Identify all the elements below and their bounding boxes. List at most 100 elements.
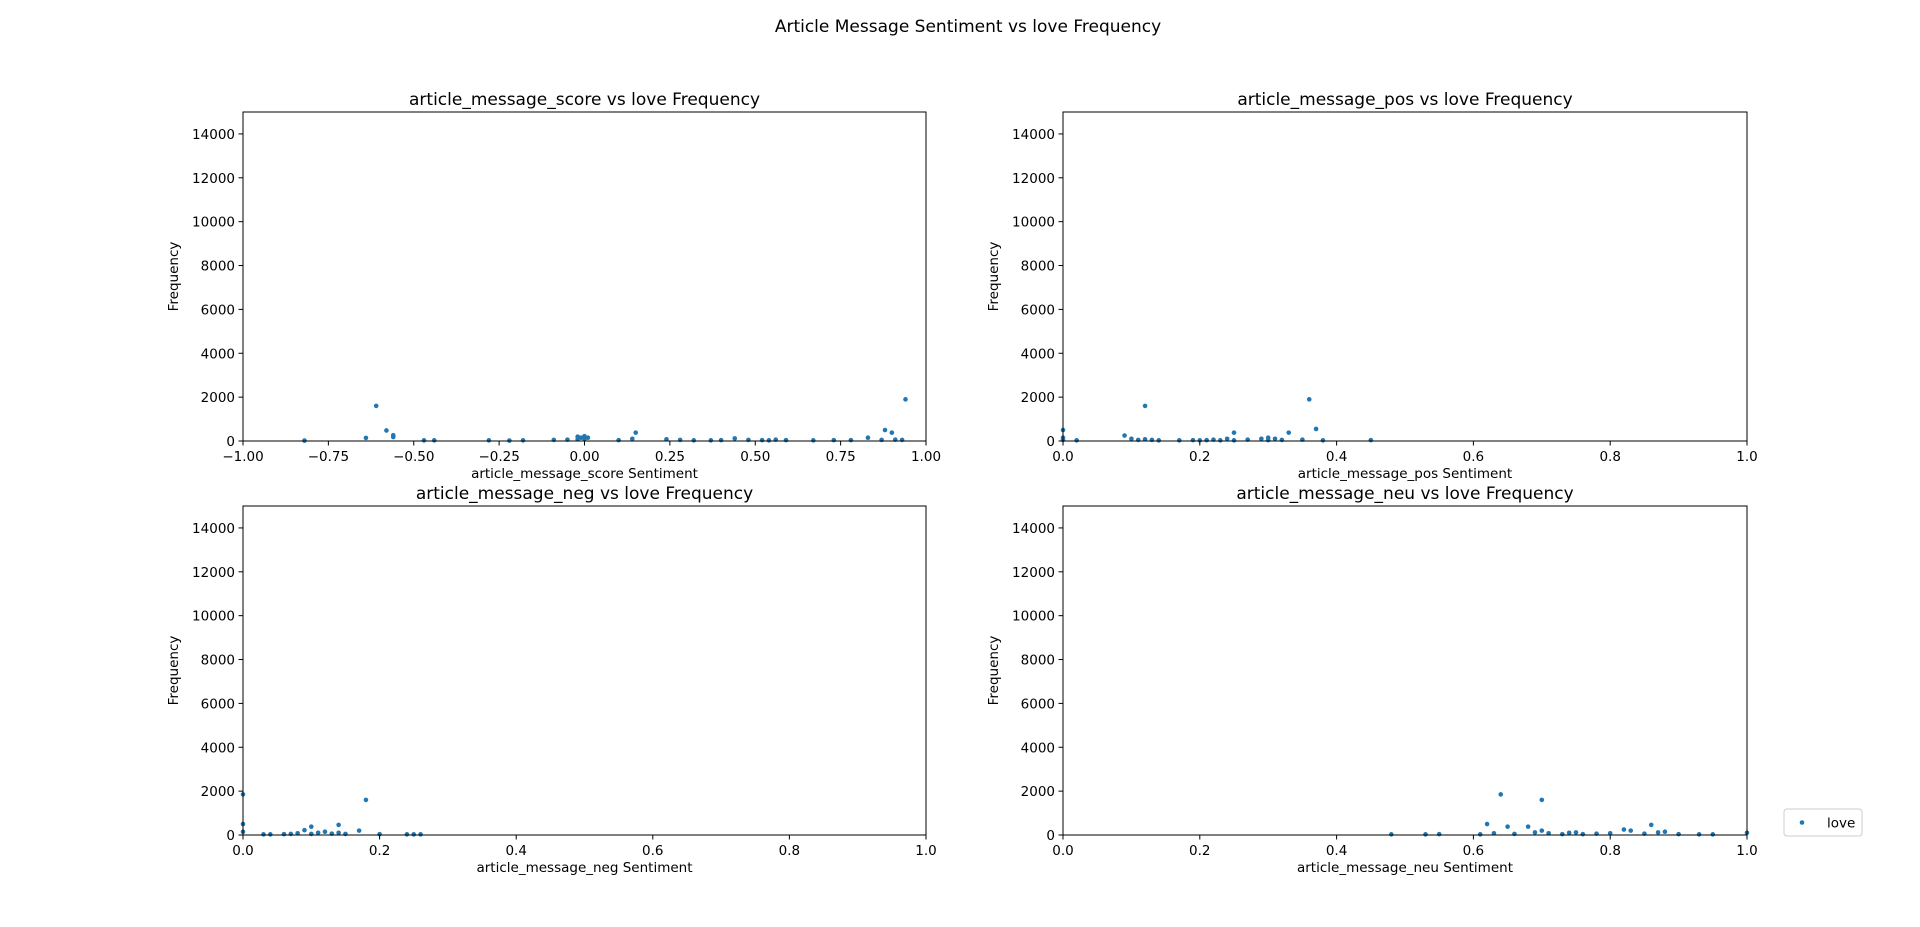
x-tick-label: 0.6 xyxy=(642,843,663,859)
axes-frame xyxy=(1062,111,1748,442)
data-point xyxy=(831,437,837,443)
data-point xyxy=(1272,436,1278,442)
data-point xyxy=(1176,438,1182,443)
y-tick-label: 0 xyxy=(1046,434,1055,450)
x-tick-label: 0.0 xyxy=(232,843,253,859)
data-point xyxy=(1286,430,1292,435)
data-point xyxy=(336,830,341,836)
data-point xyxy=(1218,438,1223,443)
y-tick-label: 14000 xyxy=(192,127,235,143)
x-axis-label: article_message_score Sentiment xyxy=(471,466,698,482)
data-point xyxy=(322,829,328,835)
x-tick-label: 1.0 xyxy=(1736,449,1757,465)
x-tick-label: 0.0 xyxy=(1052,843,1073,859)
x-tick-label: −1.00 xyxy=(222,449,263,465)
data-point xyxy=(1621,827,1627,832)
data-point xyxy=(1129,436,1134,442)
x-tick-label: −0.50 xyxy=(393,449,434,465)
x-tick-label: −0.75 xyxy=(308,449,349,465)
data-point xyxy=(551,437,557,443)
data-point xyxy=(486,438,492,443)
data-point xyxy=(1628,828,1634,833)
data-point xyxy=(1279,437,1285,443)
x-tick-label: 0.4 xyxy=(1326,449,1347,465)
data-point xyxy=(1512,831,1517,837)
data-point xyxy=(691,438,697,443)
data-point xyxy=(879,437,884,443)
data-point xyxy=(1142,403,1148,409)
y-tick-label: 2000 xyxy=(1021,390,1055,406)
y-tick-label: 14000 xyxy=(1012,127,1055,143)
data-point xyxy=(268,832,273,837)
y-tick-label: 10000 xyxy=(192,215,235,231)
data-point xyxy=(1231,430,1237,435)
y-axis-label: Frequency xyxy=(166,242,182,312)
data-point xyxy=(520,438,526,443)
data-point xyxy=(1607,830,1613,836)
data-point xyxy=(1484,821,1490,827)
data-point xyxy=(677,437,683,443)
x-tick-label: 0.2 xyxy=(1189,449,1210,465)
subplot-title: article_message_neu vs love Frequency xyxy=(1236,484,1573,504)
data-point xyxy=(630,436,635,442)
x-tick-label: −0.25 xyxy=(478,449,519,465)
y-tick-label: 14000 xyxy=(1012,521,1055,537)
data-point xyxy=(404,832,410,837)
data-point xyxy=(309,824,314,829)
data-point xyxy=(1662,829,1668,835)
data-point xyxy=(1505,824,1510,829)
data-point xyxy=(783,437,789,443)
data-point xyxy=(732,436,738,441)
data-point xyxy=(1149,437,1155,443)
data-point xyxy=(1546,830,1551,836)
data-point xyxy=(889,430,895,435)
data-point xyxy=(343,831,348,837)
y-tick-label: 0 xyxy=(226,434,235,450)
legend-frame xyxy=(1783,808,1863,837)
y-tick-label: 4000 xyxy=(1021,346,1055,362)
y-tick-label: 12000 xyxy=(192,171,235,187)
x-tick-label: 1.0 xyxy=(1736,843,1757,859)
data-point xyxy=(1539,797,1545,803)
x-axis-label: article_message_neu Sentiment xyxy=(1297,860,1513,876)
data-point xyxy=(1306,397,1312,402)
data-point xyxy=(1142,436,1148,442)
data-point xyxy=(1532,830,1538,835)
data-point xyxy=(633,430,639,435)
data-point xyxy=(1580,831,1586,837)
data-point xyxy=(664,436,669,442)
y-tick-label: 0 xyxy=(226,828,235,844)
y-tick-label: 10000 xyxy=(1012,609,1055,625)
data-point xyxy=(882,427,888,433)
x-axis-label: article_message_pos Sentiment xyxy=(1298,466,1512,482)
x-tick-label: 0.2 xyxy=(369,843,390,859)
y-tick-label: 8000 xyxy=(201,653,235,669)
data-point xyxy=(1566,830,1572,836)
y-tick-label: 6000 xyxy=(1021,302,1055,318)
data-point xyxy=(1498,792,1504,797)
x-tick-label: 0.6 xyxy=(1463,843,1484,859)
data-point xyxy=(1204,437,1209,443)
x-tick-label: 0.8 xyxy=(1599,449,1620,465)
data-point xyxy=(1491,830,1497,836)
data-point xyxy=(746,437,751,443)
data-point xyxy=(1135,437,1141,443)
x-tick-label: 0.4 xyxy=(505,843,526,859)
y-tick-label: 0 xyxy=(1046,828,1055,844)
y-tick-label: 8000 xyxy=(1021,653,1055,669)
y-tick-label: 12000 xyxy=(1012,565,1055,581)
data-point xyxy=(766,438,772,443)
data-point xyxy=(384,428,389,433)
data-point xyxy=(1313,426,1319,432)
data-point xyxy=(1231,438,1237,443)
subplot-2: 0.0 0.2 0.4 0.6 0.8 1.0 0 2000 4000 6000 8000 10000… xyxy=(986,90,1758,482)
y-tick-label: 6000 xyxy=(201,696,235,712)
x-tick-label: 0.0 xyxy=(1052,449,1073,465)
data-point xyxy=(411,832,417,837)
data-point xyxy=(1259,436,1264,442)
data-point xyxy=(1648,822,1654,828)
data-point xyxy=(315,830,321,836)
data-point xyxy=(421,438,427,443)
